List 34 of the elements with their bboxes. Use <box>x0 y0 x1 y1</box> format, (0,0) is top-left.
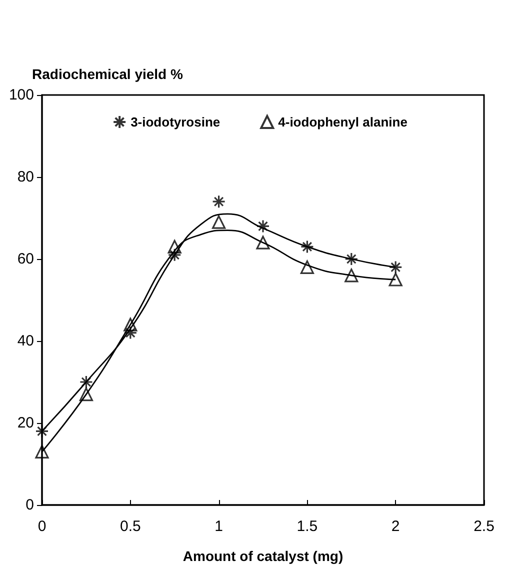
point <box>168 240 182 254</box>
y-tick-label: 60 <box>17 250 34 268</box>
point <box>344 268 358 282</box>
point <box>124 326 138 340</box>
point <box>256 219 270 233</box>
y-tick-label: 40 <box>17 332 34 350</box>
x-tick-label: 1.5 <box>296 518 318 535</box>
point <box>79 388 93 402</box>
point <box>300 260 314 274</box>
point <box>79 375 93 389</box>
point <box>388 272 402 286</box>
point <box>124 318 138 332</box>
y-tick-label: 20 <box>17 414 34 432</box>
x-tick-label: 0.5 <box>120 518 141 535</box>
legend-label: 3-iodotyrosine <box>130 114 220 130</box>
point <box>300 240 314 254</box>
x-tick-label: 1 <box>214 518 223 535</box>
point <box>168 248 182 262</box>
y-axis-title: Radiochemical yield % <box>32 66 184 82</box>
point <box>35 444 49 458</box>
y-tick-label: 0 <box>26 496 34 514</box>
x-axis-title: Amount of catalyst (mg) <box>182 548 344 564</box>
point <box>35 424 49 438</box>
x-tick-label: 2 <box>391 518 400 535</box>
point <box>388 260 402 274</box>
point <box>256 236 270 250</box>
point <box>344 252 358 266</box>
point <box>212 215 226 229</box>
y-tick-label: 100 <box>8 86 34 104</box>
legend-label: 4-iodophenyl alanine <box>278 114 408 130</box>
y-tick-label: 80 <box>17 168 34 186</box>
x-tick-label: 2.5 <box>474 518 494 535</box>
x-tick-label: 0 <box>38 518 46 535</box>
point <box>212 194 226 208</box>
